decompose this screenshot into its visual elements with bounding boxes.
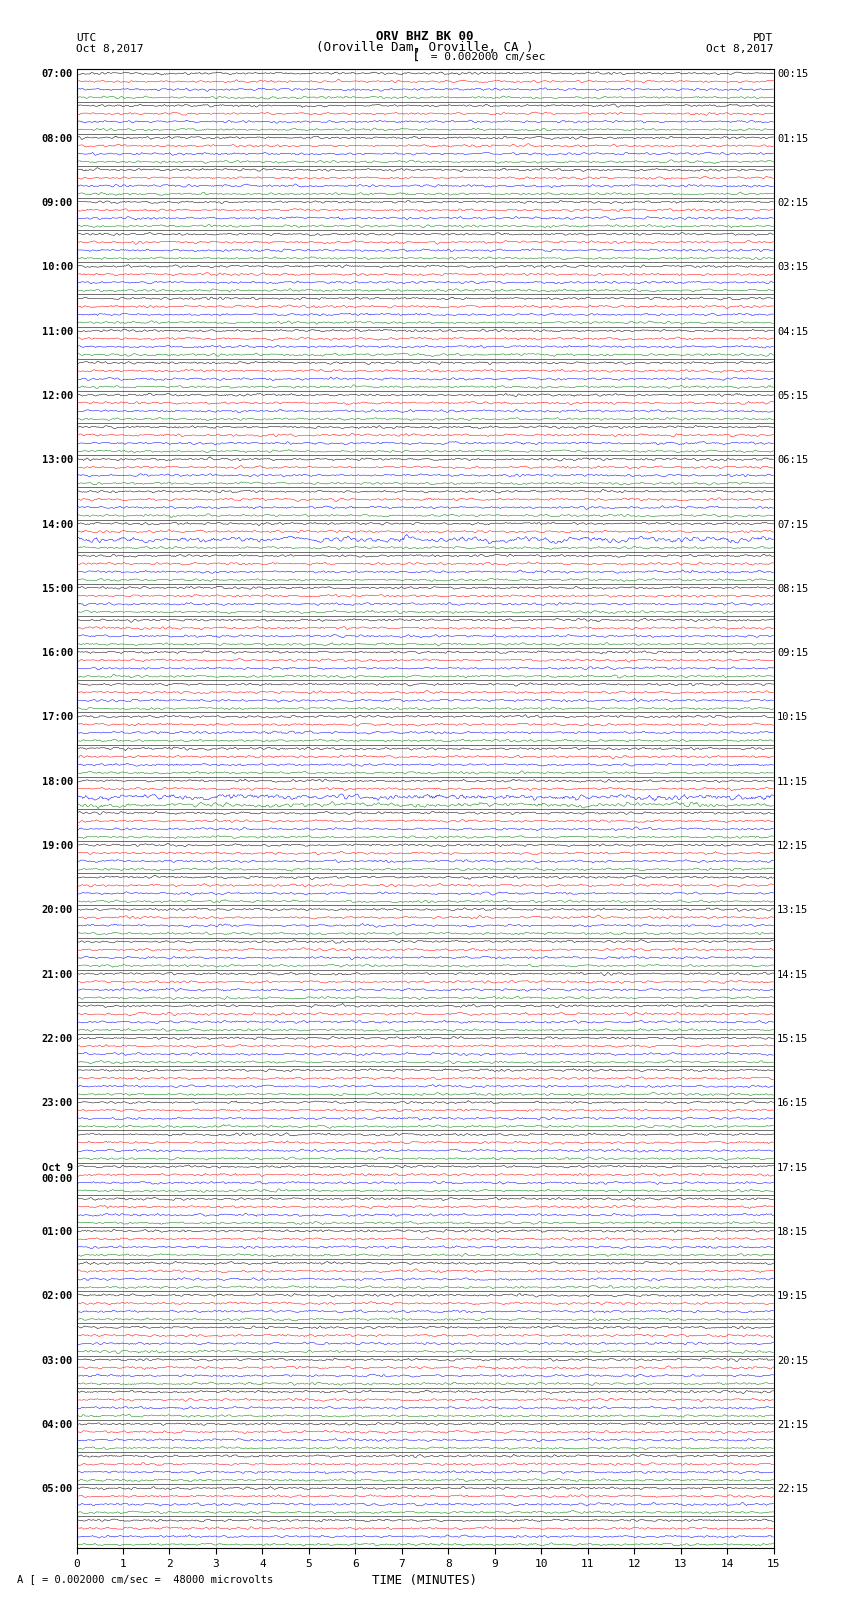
Text: 12:00: 12:00 xyxy=(42,390,73,402)
Text: 10:15: 10:15 xyxy=(777,713,808,723)
Text: 11:15: 11:15 xyxy=(777,777,808,787)
Text: 14:00: 14:00 xyxy=(42,519,73,529)
Text: 16:15: 16:15 xyxy=(777,1098,808,1108)
Text: 05:15: 05:15 xyxy=(777,390,808,402)
Text: 05:00: 05:00 xyxy=(42,1484,73,1494)
Text: = 0.002000 cm/sec: = 0.002000 cm/sec xyxy=(424,52,546,63)
Text: 18:15: 18:15 xyxy=(777,1227,808,1237)
Text: 03:15: 03:15 xyxy=(777,263,808,273)
Text: 15:15: 15:15 xyxy=(777,1034,808,1044)
Text: 04:15: 04:15 xyxy=(777,326,808,337)
Text: 10:00: 10:00 xyxy=(42,263,73,273)
Text: 11:00: 11:00 xyxy=(42,326,73,337)
Text: 19:15: 19:15 xyxy=(777,1292,808,1302)
Text: [: [ xyxy=(412,48,421,63)
Text: 07:00: 07:00 xyxy=(42,69,73,79)
Text: 21:00: 21:00 xyxy=(42,969,73,979)
Text: 07:15: 07:15 xyxy=(777,519,808,529)
Text: A [ = 0.002000 cm/sec =  48000 microvolts: A [ = 0.002000 cm/sec = 48000 microvolts xyxy=(17,1574,273,1584)
Text: 06:15: 06:15 xyxy=(777,455,808,465)
Text: Oct 8,2017: Oct 8,2017 xyxy=(706,44,774,53)
Text: 03:00: 03:00 xyxy=(42,1355,73,1366)
Text: 20:00: 20:00 xyxy=(42,905,73,916)
Text: 02:00: 02:00 xyxy=(42,1292,73,1302)
X-axis label: TIME (MINUTES): TIME (MINUTES) xyxy=(372,1574,478,1587)
Text: Oct 9
00:00: Oct 9 00:00 xyxy=(42,1163,73,1184)
Text: UTC: UTC xyxy=(76,32,97,44)
Text: 18:00: 18:00 xyxy=(42,777,73,787)
Text: 01:15: 01:15 xyxy=(777,134,808,144)
Text: 14:15: 14:15 xyxy=(777,969,808,979)
Text: 08:15: 08:15 xyxy=(777,584,808,594)
Text: 20:15: 20:15 xyxy=(777,1355,808,1366)
Text: 09:00: 09:00 xyxy=(42,198,73,208)
Text: 13:15: 13:15 xyxy=(777,905,808,916)
Text: 09:15: 09:15 xyxy=(777,648,808,658)
Text: 01:00: 01:00 xyxy=(42,1227,73,1237)
Text: 04:00: 04:00 xyxy=(42,1419,73,1429)
Text: 00:15: 00:15 xyxy=(777,69,808,79)
Text: 13:00: 13:00 xyxy=(42,455,73,465)
Text: 21:15: 21:15 xyxy=(777,1419,808,1429)
Text: 12:15: 12:15 xyxy=(777,840,808,852)
Text: PDT: PDT xyxy=(753,32,774,44)
Text: 08:00: 08:00 xyxy=(42,134,73,144)
Text: 17:15: 17:15 xyxy=(777,1163,808,1173)
Text: 22:15: 22:15 xyxy=(777,1484,808,1494)
Text: ORV BHZ BK 00: ORV BHZ BK 00 xyxy=(377,29,473,44)
Text: Oct 8,2017: Oct 8,2017 xyxy=(76,44,144,53)
Text: 15:00: 15:00 xyxy=(42,584,73,594)
Text: 16:00: 16:00 xyxy=(42,648,73,658)
Text: 23:00: 23:00 xyxy=(42,1098,73,1108)
Text: 19:00: 19:00 xyxy=(42,840,73,852)
Text: 22:00: 22:00 xyxy=(42,1034,73,1044)
Text: (Oroville Dam, Oroville, CA ): (Oroville Dam, Oroville, CA ) xyxy=(316,40,534,53)
Text: 02:15: 02:15 xyxy=(777,198,808,208)
Text: 17:00: 17:00 xyxy=(42,713,73,723)
